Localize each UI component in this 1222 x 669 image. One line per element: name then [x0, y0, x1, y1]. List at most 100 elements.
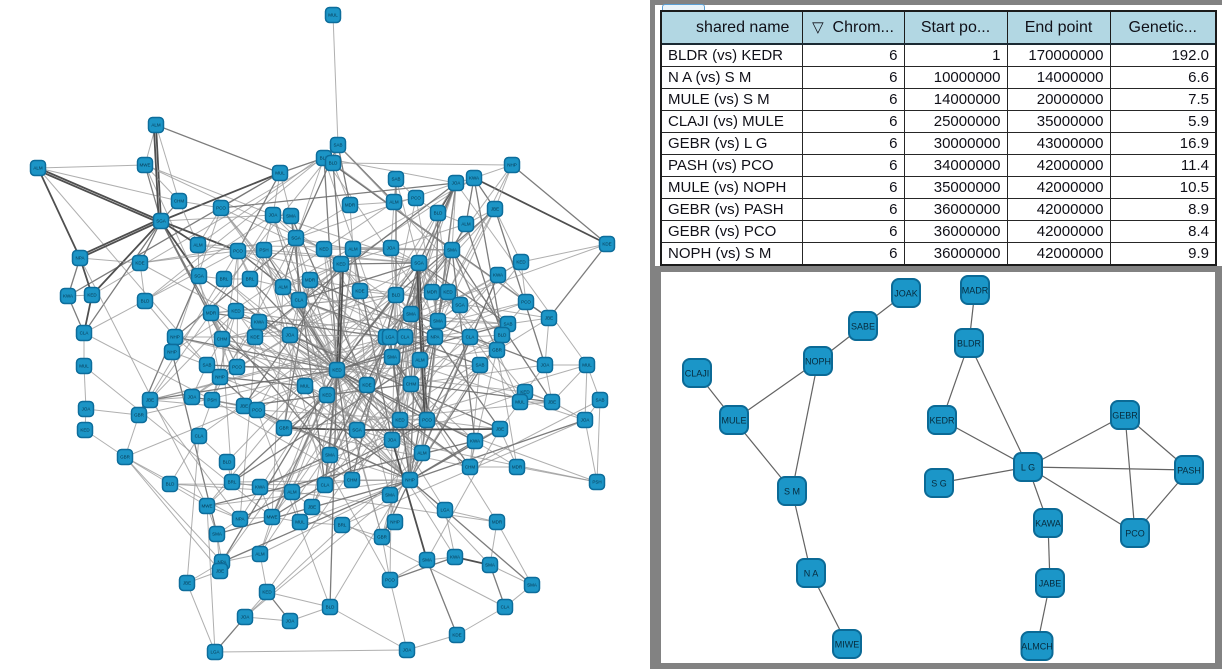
svg-text:JOA: JOA [388, 438, 397, 443]
svg-text:CHM: CHM [174, 199, 184, 204]
svg-text:CHM: CHM [465, 465, 475, 470]
svg-text:KDE: KDE [355, 289, 364, 294]
svg-text:ALM: ALM [278, 285, 288, 290]
svg-text:SAB: SAB [202, 363, 211, 368]
svg-text:KED: KED [520, 390, 530, 395]
svg-text:SMA: SMA [485, 563, 495, 568]
svg-text:BLD: BLD [326, 605, 336, 610]
svg-text:ALM: ALM [255, 552, 265, 557]
svg-text:MADR: MADR [962, 286, 989, 296]
svg-text:JOAK: JOAK [894, 289, 918, 299]
svg-text:MDR: MDR [206, 311, 217, 316]
svg-text:SAB: SAB [391, 177, 400, 182]
svg-text:ALM: ALM [348, 247, 358, 252]
svg-text:LGA: LGA [210, 650, 219, 655]
svg-text:NPA: NPA [431, 335, 440, 340]
svg-text:MUL: MUL [582, 363, 592, 368]
svg-text:SGA: SGA [414, 261, 424, 266]
svg-text:MDR: MDR [512, 465, 523, 470]
svg-text:BLD: BLD [434, 211, 444, 216]
svg-text:SGA: SGA [352, 428, 362, 433]
svg-text:BLD: BLD [166, 482, 176, 487]
svg-text:KAWA: KAWA [1035, 519, 1061, 529]
svg-text:MWE: MWE [140, 163, 151, 168]
svg-text:CLA: CLA [466, 335, 475, 340]
svg-text:KWA: KWA [450, 555, 460, 560]
svg-text:ALM: ALM [417, 451, 427, 456]
svg-text:MIWE: MIWE [835, 640, 860, 650]
svg-text:JBE: JBE [183, 581, 191, 586]
svg-text:KDE: KDE [362, 383, 371, 388]
svg-text:KED: KED [262, 590, 272, 595]
svg-text:SAB: SAB [475, 363, 484, 368]
svg-text:ALM: ALM [151, 123, 161, 128]
svg-text:PCO: PCO [233, 249, 243, 254]
svg-text:PCO: PCO [422, 418, 432, 423]
svg-text:MULE: MULE [721, 416, 746, 426]
svg-text:PSH: PSH [207, 398, 216, 403]
svg-text:SAB: SAB [595, 398, 604, 403]
svg-text:CLA: CLA [501, 605, 510, 610]
svg-text:PCO: PCO [385, 578, 395, 583]
svg-text:ALM: ALM [461, 222, 471, 227]
svg-text:S G: S G [931, 479, 947, 489]
svg-text:JBE: JBE [491, 207, 499, 212]
svg-text:BLD: BLD [320, 156, 330, 161]
svg-text:PCO: PCO [411, 196, 421, 201]
svg-text:SGA: SGA [291, 236, 301, 241]
svg-text:JOA: JOA [452, 181, 461, 186]
svg-text:BLD: BLD [329, 161, 339, 166]
svg-text:SMA: SMA [422, 558, 432, 563]
svg-text:KED: KED [332, 368, 342, 373]
svg-text:MDR: MDR [492, 520, 503, 525]
svg-text:KDE: KDE [135, 261, 144, 266]
svg-text:KDE: KDE [452, 633, 461, 638]
svg-text:MUL: MUL [515, 400, 525, 405]
svg-text:KED: KED [319, 247, 329, 252]
svg-text:L G: L G [1021, 463, 1035, 473]
svg-text:PSH: PSH [592, 480, 601, 485]
svg-text:JBE: JBE [216, 569, 224, 574]
svg-text:KED: KED [322, 393, 332, 398]
svg-text:KED: KED [231, 309, 241, 314]
svg-text:JBE: JBE [240, 404, 248, 409]
svg-text:PCO: PCO [232, 365, 242, 370]
svg-text:BLD: BLD [498, 333, 508, 338]
svg-text:BRL: BRL [338, 523, 347, 528]
svg-text:GBR: GBR [120, 455, 131, 460]
svg-text:S M: S M [784, 487, 800, 497]
svg-text:SABE: SABE [851, 322, 875, 332]
svg-text:JOA: JOA [286, 333, 295, 338]
svg-text:KWA: KWA [63, 294, 73, 299]
svg-text:JOA: JOA [241, 615, 250, 620]
svg-text:GEBR: GEBR [1112, 411, 1138, 421]
svg-text:CLA: CLA [195, 434, 204, 439]
svg-text:MUL: MUL [300, 384, 310, 389]
svg-text:JABE: JABE [1039, 579, 1062, 589]
svg-text:CLA: CLA [321, 483, 330, 488]
svg-text:KWA: KWA [470, 439, 480, 444]
svg-text:NOPH: NOPH [805, 357, 831, 367]
svg-text:JOA: JOA [188, 395, 197, 400]
svg-text:SMA: SMA [433, 319, 443, 324]
svg-text:MUL: MUL [275, 171, 285, 176]
svg-text:NHP: NHP [170, 335, 180, 340]
svg-text:JOA: JOA [82, 407, 91, 412]
svg-text:MDR: MDR [345, 203, 356, 208]
svg-text:BLD: BLD [141, 299, 151, 304]
svg-text:MUL: MUL [79, 364, 89, 369]
svg-text:NHP: NHP [167, 350, 177, 355]
svg-text:JBE: JBE [146, 398, 154, 403]
svg-text:JBE: JBE [548, 400, 556, 405]
svg-text:SMA: SMA [527, 583, 537, 588]
svg-text:CLA: CLA [401, 335, 410, 340]
svg-text:KED: KED [395, 418, 405, 423]
svg-text:KDE: KDE [250, 335, 259, 340]
svg-text:KED: KED [336, 262, 346, 267]
svg-text:MWE: MWE [267, 515, 278, 520]
svg-text:NHP: NHP [390, 520, 400, 525]
svg-text:MWE: MWE [202, 504, 213, 509]
svg-text:BLD: BLD [392, 293, 402, 298]
svg-text:NPA: NPA [236, 517, 245, 522]
svg-text:CLAJI: CLAJI [685, 369, 710, 379]
